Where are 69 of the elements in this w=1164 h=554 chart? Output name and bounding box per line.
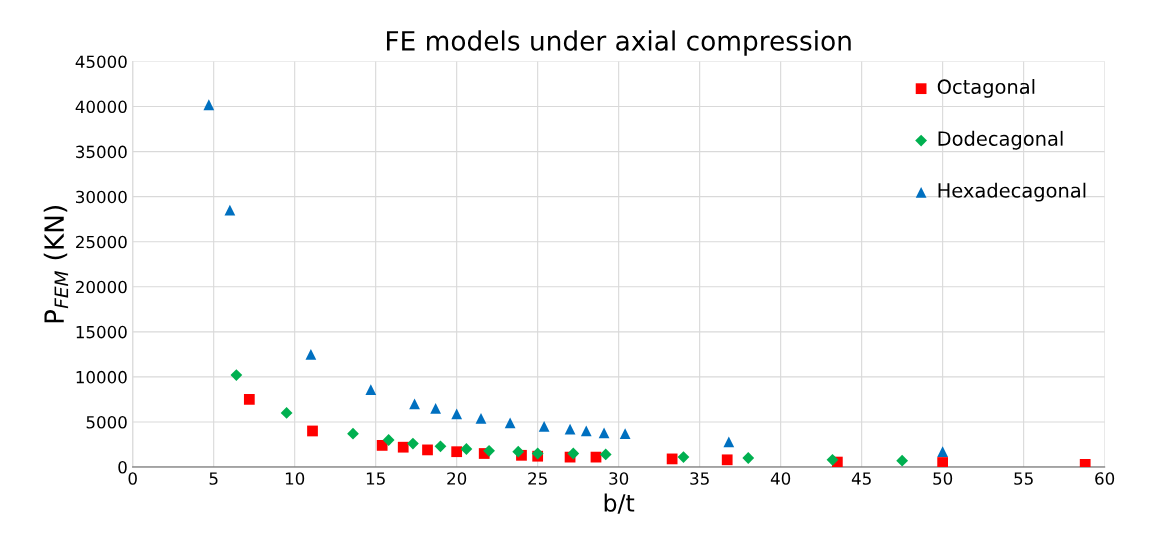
y-tick-label: 45000 xyxy=(75,55,127,69)
point xyxy=(598,427,610,439)
point xyxy=(307,425,318,437)
x-tick-label: 40 xyxy=(770,472,791,485)
y-tick-label: 0 xyxy=(118,460,127,474)
point xyxy=(564,423,576,435)
point xyxy=(409,398,420,410)
point xyxy=(382,434,395,446)
y-tick-label: 15000 xyxy=(76,325,127,339)
point xyxy=(451,446,463,458)
x-tick-label: 20 xyxy=(447,472,467,485)
y-axis-title: P$_{FEM}$ (KN) xyxy=(43,206,69,323)
point xyxy=(512,445,525,458)
point xyxy=(280,407,293,419)
point xyxy=(407,437,419,450)
point xyxy=(397,441,409,453)
point xyxy=(538,421,550,432)
point xyxy=(580,425,592,437)
y-tick-label: 40000 xyxy=(75,100,127,114)
point xyxy=(230,369,243,381)
point xyxy=(422,444,433,456)
point xyxy=(937,446,949,458)
point xyxy=(451,408,463,420)
x-tick-label: 35 xyxy=(690,472,709,485)
point xyxy=(599,448,612,461)
point xyxy=(567,447,580,460)
chart-title: FE models under axial compression xyxy=(386,30,851,56)
point xyxy=(937,457,949,468)
point xyxy=(430,403,441,414)
point xyxy=(203,99,215,111)
legend-label: Hexadecagonal xyxy=(938,182,1086,202)
point xyxy=(666,453,678,465)
point xyxy=(1079,458,1091,468)
x-tick-label: 0 xyxy=(128,472,137,485)
x-tick-label: 15 xyxy=(366,472,385,485)
point xyxy=(365,384,377,395)
x-tick-label: 50 xyxy=(933,472,953,485)
x-tick-label: 55 xyxy=(1014,472,1033,485)
x-tick-label: 25 xyxy=(528,472,547,485)
point xyxy=(504,417,516,429)
point xyxy=(475,412,487,424)
y-tick-label: 20000 xyxy=(76,280,127,294)
y-tick-label: 35000 xyxy=(76,145,127,159)
legend-label: Octagonal xyxy=(937,78,1035,98)
y-tick-label: 5000 xyxy=(86,415,127,429)
point xyxy=(305,349,317,360)
point xyxy=(677,451,690,463)
legend-label: Dodecagonal xyxy=(938,130,1063,150)
point xyxy=(434,440,447,453)
y-tick-label: 25000 xyxy=(76,235,127,249)
point xyxy=(224,204,236,216)
y-tick-label: 10000 xyxy=(76,370,127,384)
y-tick-label: 30000 xyxy=(76,190,127,204)
point xyxy=(347,427,359,440)
x-tick-label: 45 xyxy=(851,472,871,485)
point xyxy=(243,394,255,405)
point xyxy=(826,453,839,466)
x-tick-label: 10 xyxy=(285,472,305,485)
x-tick-label: 60 xyxy=(1095,472,1115,485)
x-axis-title: b/t xyxy=(604,493,635,514)
x-tick-label: 5 xyxy=(209,472,218,485)
point xyxy=(723,436,735,448)
point xyxy=(460,443,473,455)
x-tick-label: 30 xyxy=(609,472,629,485)
point xyxy=(619,428,631,440)
point xyxy=(721,454,733,466)
point xyxy=(742,452,755,464)
point xyxy=(483,444,495,457)
point xyxy=(896,454,909,467)
